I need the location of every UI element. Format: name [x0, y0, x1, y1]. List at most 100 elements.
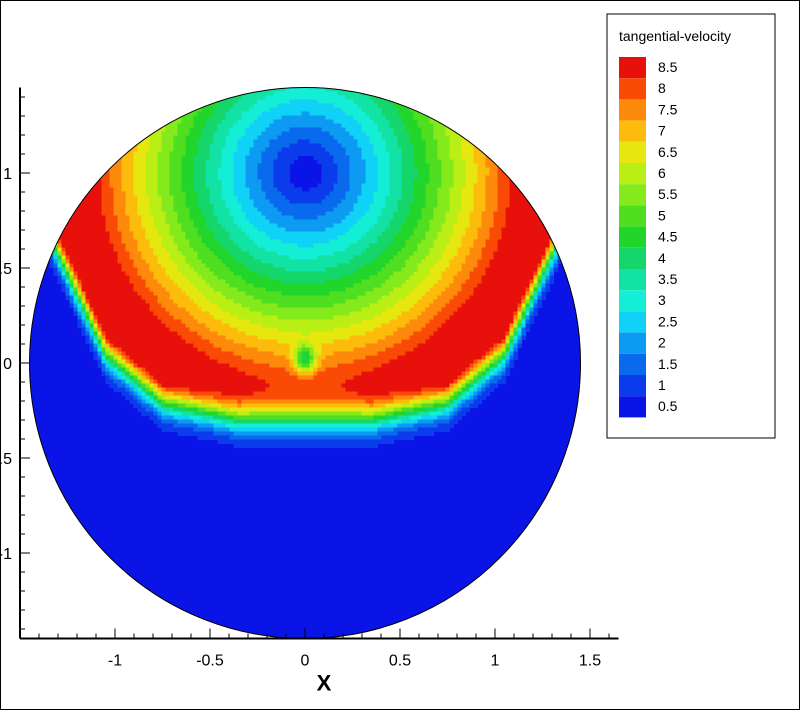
field-cell: [113, 283, 119, 289]
field-cell: [237, 259, 243, 265]
field-cell: [61, 279, 67, 285]
field-cell: [169, 259, 175, 265]
field-cell: [409, 187, 415, 193]
field-cell: [153, 139, 159, 145]
field-cell: [381, 263, 387, 269]
field-cell: [141, 163, 147, 169]
field-cell: [273, 243, 279, 249]
field-cell: [253, 155, 259, 161]
field-cell: [385, 187, 391, 193]
field-cell: [385, 263, 391, 269]
field-cell: [93, 271, 99, 277]
field-cell: [425, 211, 431, 217]
field-cell: [285, 239, 291, 245]
field-cell: [337, 215, 343, 221]
field-cell: [285, 139, 291, 145]
field-cell: [305, 115, 311, 121]
field-cell: [269, 187, 275, 193]
field-cell: [65, 283, 71, 289]
field-cell: [205, 219, 211, 225]
field-cell: [293, 87, 299, 93]
field-cell: [373, 279, 379, 285]
field-cell: [193, 111, 199, 117]
field-cell: [257, 275, 263, 281]
field-cell: [381, 107, 387, 113]
field-cell: [413, 159, 419, 165]
field-cell: [357, 103, 363, 109]
field-cell: [453, 275, 459, 281]
field-cell: [249, 123, 255, 129]
field-cell: [529, 259, 535, 265]
field-cell: [461, 251, 467, 257]
field-cell: [341, 259, 347, 265]
field-cell: [273, 183, 279, 189]
field-cell: [481, 243, 487, 249]
field-cell: [209, 107, 215, 113]
field-cell: [225, 223, 231, 229]
field-cell: [305, 119, 311, 125]
field-cell: [465, 263, 471, 269]
field-cell: [201, 191, 207, 197]
field-cell: [245, 279, 251, 285]
field-cell: [129, 267, 135, 273]
field-cell: [113, 203, 119, 209]
field-cell: [281, 199, 287, 205]
field-cell: [213, 227, 219, 233]
field-cell: [489, 271, 495, 277]
field-cell: [185, 159, 191, 165]
field-cell: [201, 119, 207, 125]
field-cell: [441, 231, 447, 237]
field-cell: [229, 103, 235, 109]
field-cell: [225, 167, 231, 173]
field-cell: [329, 139, 335, 145]
field-cell: [537, 239, 543, 245]
field-cell: [469, 167, 475, 173]
field-cell: [221, 199, 227, 205]
field-cell: [157, 227, 163, 233]
field-cell: [201, 143, 207, 149]
field-cell: [137, 155, 143, 161]
field-cell: [301, 103, 307, 109]
field-cell: [229, 219, 235, 225]
field-cell: [377, 179, 383, 185]
field-cell: [93, 275, 99, 281]
field-cell: [129, 159, 135, 165]
field-cell: [441, 251, 447, 257]
field-cell: [381, 127, 387, 133]
field-cell: [313, 275, 319, 281]
field-cell: [285, 151, 291, 157]
field-cell: [277, 103, 283, 109]
field-cell: [189, 255, 195, 261]
field-cell: [373, 283, 379, 289]
field-cell: [173, 203, 179, 209]
field-cell: [365, 95, 371, 101]
field-cell: [401, 183, 407, 189]
field-cell: [441, 167, 447, 173]
field-cell: [433, 191, 439, 197]
field-cell: [401, 179, 407, 185]
field-cell: [181, 219, 187, 225]
field-cell: [161, 283, 167, 289]
field-cell: [273, 123, 279, 129]
field-cell: [537, 263, 543, 269]
field-cell: [417, 275, 423, 281]
field-cell: [425, 271, 431, 277]
field-cell: [129, 223, 135, 229]
field-cell: [353, 111, 359, 117]
field-cell: [489, 179, 495, 185]
field-cell: [309, 195, 315, 201]
field-cell: [477, 155, 483, 161]
field-cell: [105, 275, 111, 281]
field-cell: [85, 271, 91, 277]
field-cell: [161, 287, 167, 293]
field-cell: [81, 207, 87, 213]
field-cell: [373, 207, 379, 213]
field-cell: [469, 263, 475, 269]
field-cell: [149, 279, 155, 285]
field-cell: [305, 227, 311, 233]
field-cell: [437, 255, 443, 261]
field-cell: [541, 247, 547, 253]
field-cell: [269, 271, 275, 277]
field-cell: [245, 195, 251, 201]
field-cell: [425, 123, 431, 129]
